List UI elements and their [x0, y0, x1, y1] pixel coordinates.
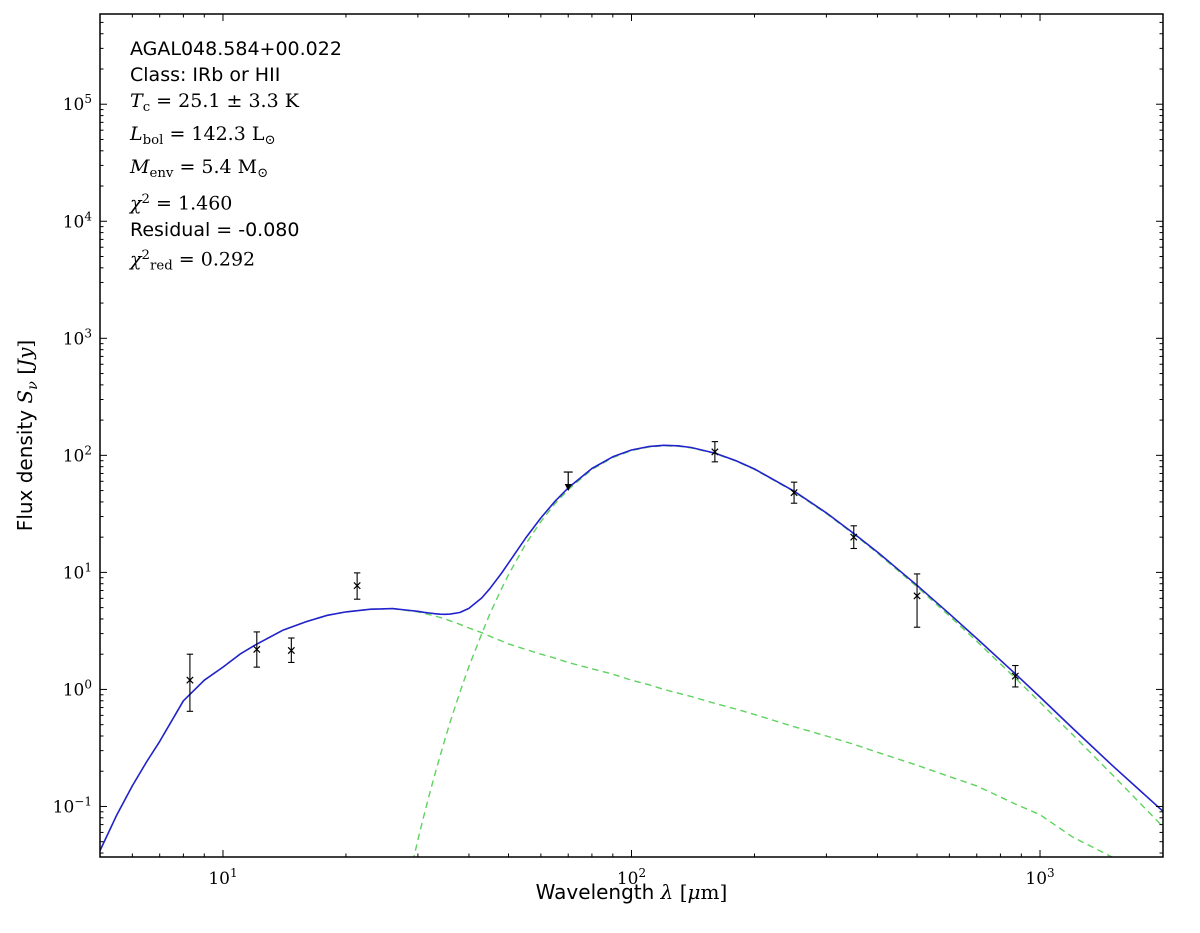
y-axis-label: Flux density Sν [Jy]	[13, 340, 41, 531]
y-tick-label: 10−1	[53, 794, 92, 817]
warm-component-curve	[100, 607, 1114, 857]
photometry-point	[711, 441, 719, 463]
cold-component-curve	[413, 445, 1163, 857]
x-marker	[790, 489, 798, 497]
y-tick-label: 101	[63, 560, 92, 583]
photometry-point	[353, 572, 361, 600]
photometry-point	[790, 481, 798, 504]
annotation-envelope-mass: Menv = 5.4 M⊙	[130, 155, 269, 181]
x-axis-label: Wavelength λ [μm]	[536, 880, 728, 904]
annotation-source-name: AGAL048.584+00.022	[130, 38, 342, 60]
photometry-point	[186, 653, 194, 712]
photometry-point	[253, 631, 261, 668]
annotation-bolometric-luminosity: Lbol = 142.3 L⊙	[130, 122, 276, 148]
y-tick-label: 102	[63, 443, 92, 466]
x-marker	[711, 448, 719, 456]
axis-ticks	[100, 14, 1163, 857]
fit-annotation: AGAL048.584+00.022 Class: IRb or HII Tc = …	[130, 36, 342, 279]
x-tick-label: 102	[617, 866, 646, 889]
photometry-point	[287, 637, 295, 664]
annotation-class: Class: IRb or HII	[130, 64, 281, 86]
x-marker	[353, 582, 361, 590]
fit-curves	[100, 444, 1163, 857]
y-tick-label: 104	[63, 209, 93, 232]
photometry-point	[913, 573, 921, 628]
photometry-points	[186, 441, 1019, 712]
photometry-point	[1011, 664, 1019, 688]
upper-limit-marker	[563, 471, 573, 492]
y-tick-label: 105	[63, 92, 92, 115]
annotation-reduced-chi-squared: χ2red = 0.292	[130, 247, 256, 274]
annotation-chi-squared: χ2 = 1.460	[130, 191, 233, 215]
y-tick-label: 103	[63, 326, 92, 349]
y-tick-label: 100	[63, 677, 92, 700]
x-tick-label: 101	[208, 866, 237, 889]
annotation-residual: Residual = -0.080	[130, 218, 300, 241]
x-marker	[287, 646, 295, 655]
x-marker	[850, 533, 858, 541]
x-marker	[913, 592, 921, 600]
x-marker	[1011, 672, 1019, 680]
x-marker	[186, 676, 194, 684]
x-tick-label: 103	[1025, 866, 1054, 889]
photometry-point	[850, 525, 858, 550]
total-fit-curve	[100, 444, 1163, 851]
annotation-dust-temperature: Tc = 25.1 ± 3.3 K	[130, 90, 299, 115]
x-marker	[253, 645, 261, 653]
